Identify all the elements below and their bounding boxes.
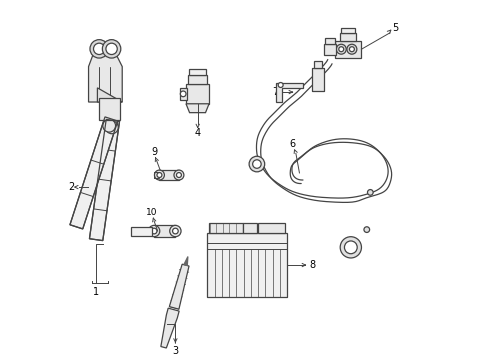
Bar [258, 223, 285, 233]
Text: 2: 2 [68, 182, 75, 192]
Polygon shape [185, 104, 209, 113]
Circle shape [154, 170, 164, 180]
Text: 5: 5 [391, 23, 397, 33]
Bar [188, 69, 205, 76]
Circle shape [105, 121, 118, 134]
Polygon shape [89, 120, 119, 240]
Bar [185, 84, 209, 104]
Circle shape [169, 225, 181, 237]
Circle shape [349, 47, 354, 52]
Circle shape [180, 91, 185, 97]
Bar [324, 44, 335, 55]
Bar [243, 223, 256, 233]
Polygon shape [169, 264, 189, 309]
Bar [334, 41, 361, 58]
Text: 9: 9 [151, 147, 157, 157]
Bar [313, 61, 322, 68]
Text: 7: 7 [272, 87, 278, 97]
Polygon shape [131, 227, 152, 236]
Circle shape [102, 40, 121, 58]
Bar [209, 223, 242, 233]
Bar [311, 68, 324, 91]
Bar [207, 233, 286, 297]
Polygon shape [183, 257, 187, 266]
Text: 8: 8 [308, 260, 314, 270]
Bar [179, 88, 186, 100]
Text: 1: 1 [93, 287, 99, 297]
Bar [99, 99, 120, 120]
Bar [187, 76, 207, 84]
Bar [340, 33, 355, 41]
Bar [154, 225, 175, 237]
Circle shape [363, 227, 369, 233]
Circle shape [252, 160, 261, 168]
Circle shape [176, 172, 181, 177]
Circle shape [148, 225, 160, 237]
Circle shape [344, 241, 356, 254]
Bar [159, 170, 179, 180]
Circle shape [151, 228, 157, 234]
Circle shape [93, 43, 104, 54]
Circle shape [90, 40, 108, 58]
Circle shape [336, 44, 346, 54]
Polygon shape [97, 88, 122, 102]
Circle shape [157, 172, 162, 177]
Polygon shape [276, 82, 303, 102]
Text: 10: 10 [145, 208, 157, 217]
Text: 3: 3 [172, 346, 178, 356]
Circle shape [338, 47, 343, 52]
Circle shape [248, 156, 264, 172]
Polygon shape [70, 117, 118, 229]
Circle shape [174, 170, 183, 180]
Text: 4: 4 [194, 128, 201, 138]
Bar [325, 38, 334, 44]
Circle shape [346, 44, 356, 54]
Polygon shape [161, 308, 179, 348]
Circle shape [172, 228, 178, 234]
Polygon shape [88, 45, 122, 102]
Bar [341, 28, 354, 33]
Circle shape [278, 82, 283, 87]
Text: 6: 6 [289, 139, 295, 149]
Circle shape [102, 119, 115, 132]
Circle shape [106, 43, 117, 54]
Circle shape [340, 237, 361, 258]
Circle shape [367, 190, 372, 195]
